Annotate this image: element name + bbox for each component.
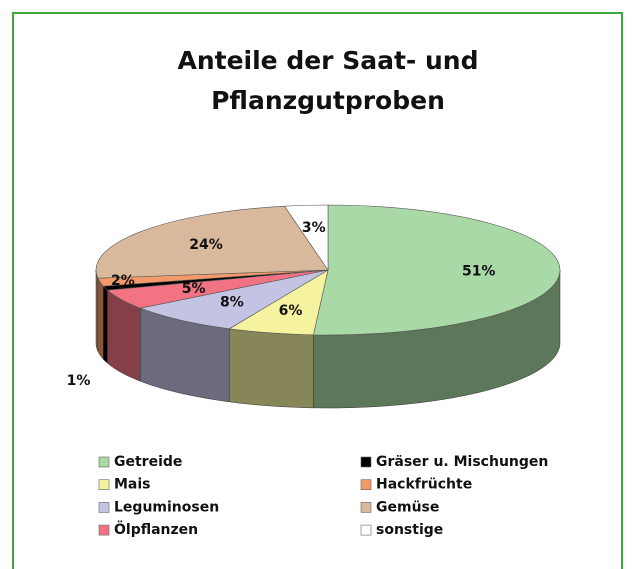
slice-side xyxy=(228,328,314,409)
data-label: 5% xyxy=(182,281,206,297)
data-label: 8% xyxy=(220,295,244,311)
legend-label: Ölpflanzen xyxy=(114,520,198,538)
legend-label: Hackfrüchte xyxy=(376,477,472,493)
legend-swatch xyxy=(98,502,110,513)
slice-side xyxy=(103,285,108,364)
data-label: 6% xyxy=(279,303,303,319)
data-label: 24% xyxy=(189,237,223,253)
legend-swatch xyxy=(360,502,372,513)
chart-title: Anteile der Saat- und xyxy=(177,46,478,75)
slice xyxy=(95,205,329,279)
legend-swatch xyxy=(360,479,372,491)
legend-swatch xyxy=(98,456,110,468)
slice xyxy=(313,204,561,336)
data-label: 51% xyxy=(462,263,496,279)
slice-side xyxy=(97,277,104,360)
legend-label: Gemüse xyxy=(376,499,439,515)
data-label: 3% xyxy=(302,220,326,236)
data-label: 2% xyxy=(111,273,135,289)
slice-side xyxy=(95,270,99,352)
legend-swatch xyxy=(360,456,372,468)
legend-label: Gräser u. Mischungen xyxy=(376,454,548,470)
legend-label: sonstige xyxy=(376,522,443,538)
chart-title: Pflanzgutproben xyxy=(211,86,445,115)
legend-label: Getreide xyxy=(114,454,182,470)
legend-swatch xyxy=(98,524,110,536)
legend-swatch xyxy=(98,479,110,491)
legend-swatch xyxy=(360,524,372,536)
slice xyxy=(139,269,329,330)
data-label: 1% xyxy=(67,373,91,389)
slice xyxy=(283,204,329,271)
legend-label: Leguminosen xyxy=(114,499,219,515)
frame xyxy=(12,12,623,569)
legend-label: Mais xyxy=(114,477,151,493)
